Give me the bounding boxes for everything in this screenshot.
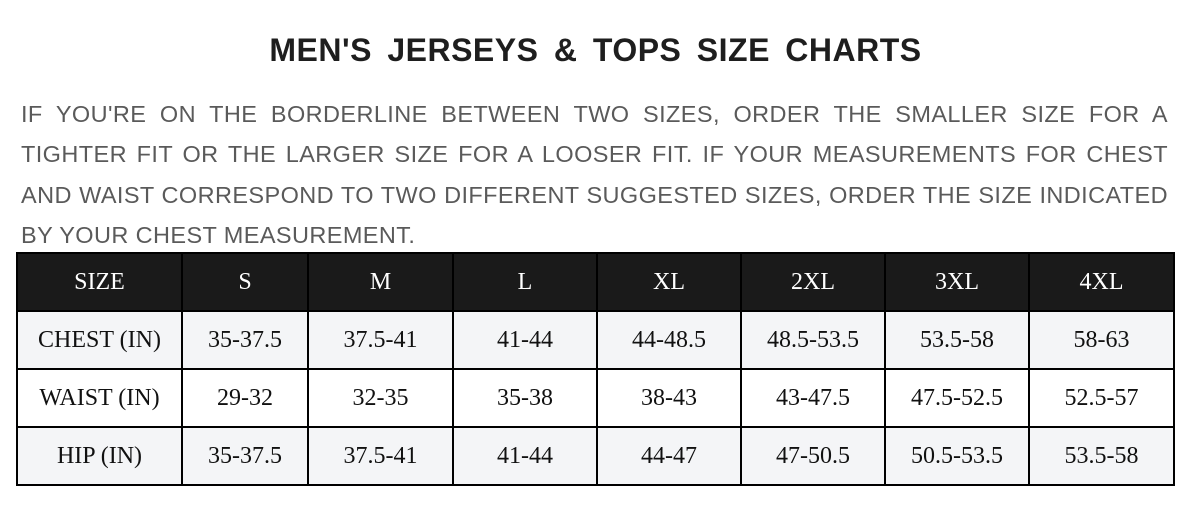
table-cell: 37.5-41 <box>307 426 454 486</box>
table-cell: 47-50.5 <box>740 426 886 486</box>
row-label: WAIST (IN) <box>16 368 183 428</box>
table-cell: 44-48.5 <box>596 310 742 370</box>
table-cell: 35-37.5 <box>181 426 309 486</box>
table-row: CHEST (IN) 35-37.5 37.5-41 41-44 44-48.5 48.5… <box>16 310 1175 370</box>
table-row: HIP (IN) 35-37.5 37.5-41 41-44 44-47 47-50.5 5… <box>16 426 1175 486</box>
row-label: CHEST (IN) <box>16 310 183 370</box>
header-size-l: L <box>452 252 598 312</box>
page-title: MEN'S JERSEYS & TOPS SIZE CHARTS <box>269 32 922 68</box>
table-cell: 37.5-41 <box>307 310 454 370</box>
sizing-note: IF YOU'RE ON THE BORDERLINE BETWEEN TWO … <box>21 101 1168 248</box>
table-cell: 35-38 <box>452 368 598 428</box>
table-cell: 44-47 <box>596 426 742 486</box>
header-size-label: SIZE <box>16 252 183 312</box>
header-size-4xl: 4XL <box>1028 252 1175 312</box>
header-size-s: S <box>181 252 309 312</box>
table-cell: 38-43 <box>596 368 742 428</box>
table-row: WAIST (IN) 29-32 32-35 35-38 38-43 43-47.5 47.… <box>16 368 1175 428</box>
header-size-m: M <box>307 252 454 312</box>
table-cell: 43-47.5 <box>740 368 886 428</box>
table-cell: 41-44 <box>452 426 598 486</box>
table-cell: 47.5-52.5 <box>884 368 1030 428</box>
table-cell: 41-44 <box>452 310 598 370</box>
header-size-2xl: 2XL <box>740 252 886 312</box>
header-size-xl: XL <box>596 252 742 312</box>
table-header-row: SIZE S M L XL 2XL 3XL 4XL <box>16 252 1175 312</box>
table-cell: 32-35 <box>307 368 454 428</box>
row-label: HIP (IN) <box>16 426 183 486</box>
table-cell: 58-63 <box>1028 310 1175 370</box>
table-cell: 50.5-53.5 <box>884 426 1030 486</box>
table-cell: 53.5-58 <box>884 310 1030 370</box>
table-cell: 48.5-53.5 <box>740 310 886 370</box>
table-cell: 53.5-58 <box>1028 426 1175 486</box>
table-cell: 35-37.5 <box>181 310 309 370</box>
size-chart-table: SIZE S M L XL 2XL 3XL 4XL CHEST (IN) 35-37.5 37.5… <box>16 252 1175 486</box>
header-size-3xl: 3XL <box>884 252 1030 312</box>
table-cell: 29-32 <box>181 368 309 428</box>
table-cell: 52.5-57 <box>1028 368 1175 428</box>
